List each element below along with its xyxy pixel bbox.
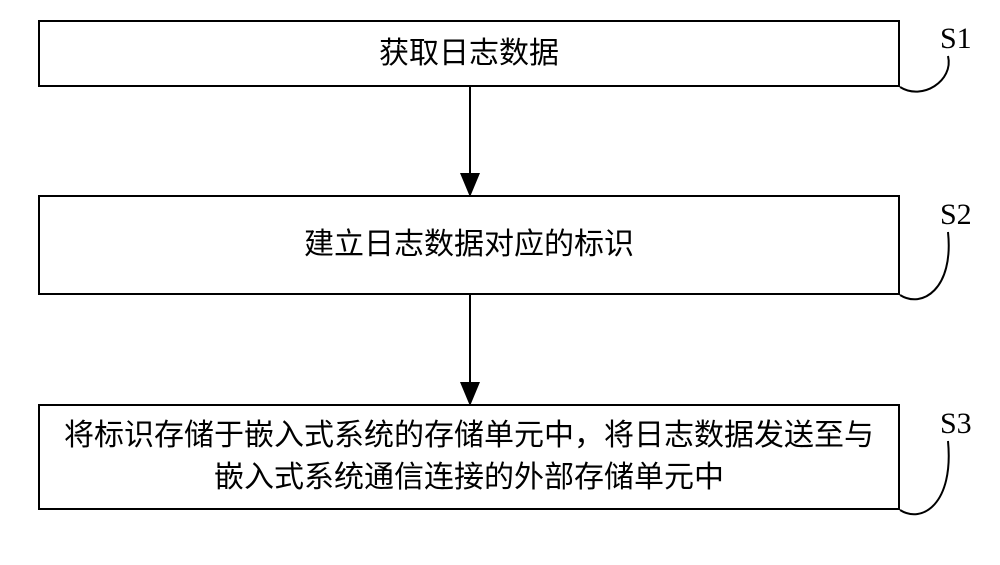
step-label-s1: S1 xyxy=(940,22,972,56)
flowchart-canvas: 获取日志数据 S1 建立日志数据对应的标识 S2 将标识存储于嵌入式系统的存储单… xyxy=(0,0,1000,565)
flow-node-s2: 建立日志数据对应的标识 xyxy=(38,195,900,295)
flow-node-s3: 将标识存储于嵌入式系统的存储单元中，将日志数据发送至与嵌入式系统通信连接的外部存… xyxy=(38,404,900,510)
flow-node-s1: 获取日志数据 xyxy=(38,20,900,87)
step-label-s3: S3 xyxy=(940,407,972,441)
step-label-s2: S2 xyxy=(940,198,972,232)
